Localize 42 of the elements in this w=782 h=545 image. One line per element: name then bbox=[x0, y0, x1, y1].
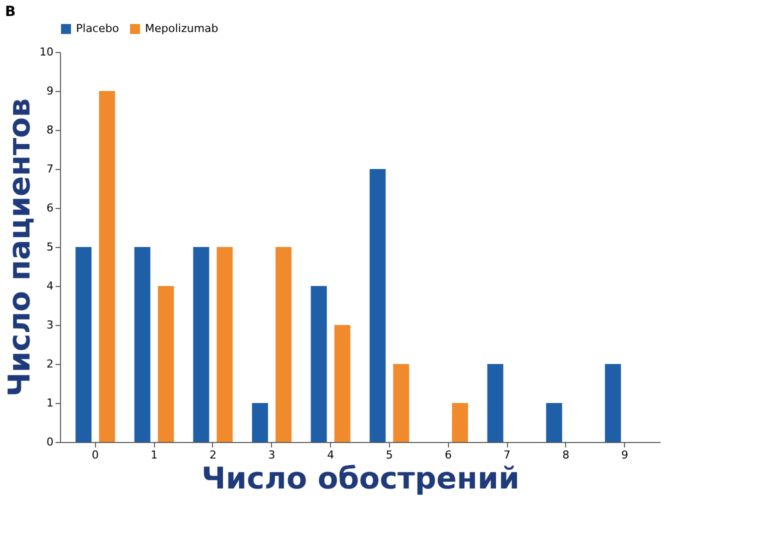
bar bbox=[452, 403, 468, 442]
bar bbox=[252, 403, 268, 442]
y-tick-label: 2 bbox=[46, 358, 54, 370]
x-axis-title: Число обострений bbox=[201, 462, 520, 496]
bar bbox=[276, 247, 292, 442]
x-tick-label: 9 bbox=[621, 448, 628, 462]
bar bbox=[99, 91, 116, 442]
bar bbox=[546, 403, 562, 442]
chart-title: B bbox=[5, 4, 16, 20]
legend-label: Placebo bbox=[76, 22, 120, 35]
bar bbox=[334, 325, 350, 442]
x-tick-label: 4 bbox=[327, 448, 334, 462]
bar bbox=[134, 247, 150, 442]
y-tick-label: 1 bbox=[46, 396, 54, 410]
bar bbox=[370, 169, 386, 442]
x-tick-label: 3 bbox=[268, 448, 276, 462]
y-tick-label: 9 bbox=[46, 84, 54, 98]
bar bbox=[76, 247, 92, 442]
bar bbox=[310, 286, 327, 442]
bar bbox=[604, 364, 621, 442]
x-tick-label: 5 bbox=[386, 448, 393, 462]
x-tick-label: 0 bbox=[92, 448, 99, 462]
x-tick-label: 2 bbox=[209, 448, 216, 462]
x-tick-label: 1 bbox=[150, 448, 158, 462]
y-tick-label: 6 bbox=[46, 202, 54, 214]
bar bbox=[216, 247, 233, 442]
x-tick-label: 8 bbox=[562, 448, 570, 462]
x-tick-label: 6 bbox=[444, 448, 452, 462]
y-tick-label: 10 bbox=[40, 46, 54, 58]
y-tick-label: 3 bbox=[46, 318, 54, 332]
legend-label: Mepolizumab bbox=[145, 22, 218, 35]
y-tick-label: 8 bbox=[46, 124, 54, 136]
bar bbox=[193, 247, 210, 442]
y-axis-title: Число пациентов bbox=[2, 98, 38, 397]
y-tick-label: 5 bbox=[46, 240, 54, 254]
y-tick-label: 4 bbox=[46, 280, 54, 292]
y-tick-label: 7 bbox=[46, 162, 54, 176]
bar bbox=[158, 286, 174, 442]
bar bbox=[393, 364, 410, 442]
y-tick-label: 0 bbox=[46, 436, 54, 448]
x-tick-label: 7 bbox=[504, 448, 511, 462]
bar bbox=[487, 364, 504, 442]
